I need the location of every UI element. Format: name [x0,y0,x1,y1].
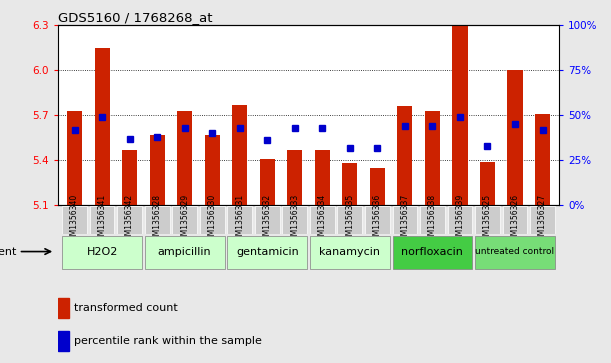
FancyBboxPatch shape [172,206,197,233]
FancyBboxPatch shape [90,206,114,233]
Bar [177,111,192,205]
Text: GDS5160 / 1768268_at: GDS5160 / 1768268_at [58,11,213,24]
Text: GSM1356327: GSM1356327 [538,193,547,245]
FancyBboxPatch shape [392,206,417,233]
Text: GSM1356335: GSM1356335 [345,193,354,245]
Text: GSM1356334: GSM1356334 [318,193,327,245]
FancyBboxPatch shape [62,206,87,233]
Text: norfloxacin: norfloxacin [401,246,463,257]
Text: GSM1356330: GSM1356330 [208,193,217,245]
FancyBboxPatch shape [227,236,307,269]
Bar [287,150,302,205]
Text: GSM1356331: GSM1356331 [235,193,244,245]
FancyBboxPatch shape [145,236,225,269]
Text: kanamycin: kanamycin [320,246,381,257]
FancyBboxPatch shape [530,206,555,233]
Bar [315,150,330,205]
FancyBboxPatch shape [62,236,142,269]
Bar [342,163,357,205]
Bar [425,111,440,205]
Bar [58,298,69,318]
Text: GSM1356341: GSM1356341 [98,193,106,245]
Bar [67,111,82,205]
Text: GSM1356339: GSM1356339 [455,193,464,245]
Text: GSM1356326: GSM1356326 [511,193,519,245]
Bar [370,168,385,205]
Bar [95,48,109,205]
Text: GSM1356325: GSM1356325 [483,193,492,245]
Bar [150,135,165,205]
Bar [452,25,467,205]
FancyBboxPatch shape [310,206,335,233]
FancyBboxPatch shape [503,206,527,233]
FancyBboxPatch shape [227,206,252,233]
FancyBboxPatch shape [282,206,307,233]
Text: H2O2: H2O2 [86,246,118,257]
Bar [122,150,137,205]
Text: GSM1356329: GSM1356329 [180,193,189,245]
Bar [260,159,275,205]
Text: agent: agent [0,246,16,257]
Bar [508,70,522,205]
Text: untreated control: untreated control [475,247,555,256]
Bar [535,114,550,205]
Text: GSM1356336: GSM1356336 [373,193,382,245]
FancyBboxPatch shape [337,206,362,233]
Text: GSM1356338: GSM1356338 [428,193,437,245]
FancyBboxPatch shape [255,206,280,233]
FancyBboxPatch shape [475,206,500,233]
Text: GSM1356342: GSM1356342 [125,193,134,245]
Text: gentamicin: gentamicin [236,246,299,257]
Text: ampicillin: ampicillin [158,246,211,257]
Text: GSM1356333: GSM1356333 [290,193,299,245]
Bar [480,162,495,205]
Bar [232,105,247,205]
FancyBboxPatch shape [117,206,142,233]
FancyBboxPatch shape [310,236,390,269]
FancyBboxPatch shape [365,206,390,233]
Text: GSM1356340: GSM1356340 [70,193,79,245]
Text: GSM1356332: GSM1356332 [263,193,272,245]
FancyBboxPatch shape [448,206,472,233]
Text: GSM1356337: GSM1356337 [400,193,409,245]
Text: GSM1356328: GSM1356328 [153,193,162,245]
FancyBboxPatch shape [475,236,555,269]
Bar [205,135,220,205]
FancyBboxPatch shape [145,206,169,233]
Text: percentile rank within the sample: percentile rank within the sample [74,336,262,346]
Bar [58,331,69,351]
FancyBboxPatch shape [420,206,445,233]
Bar [397,106,412,205]
FancyBboxPatch shape [392,236,472,269]
FancyBboxPatch shape [200,206,225,233]
Text: transformed count: transformed count [74,303,178,313]
